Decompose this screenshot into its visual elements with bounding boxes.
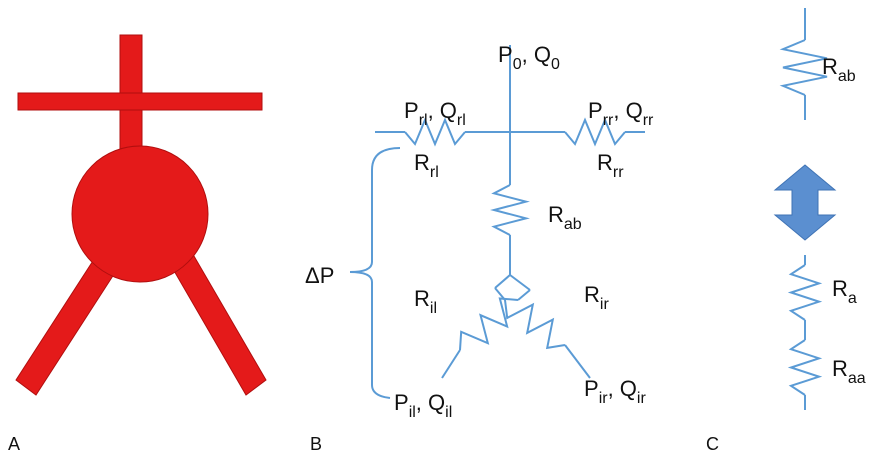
label: Pir, Qir (584, 376, 646, 407)
resistor (779, 39, 828, 96)
subscript: il (409, 404, 416, 421)
subscript: aa (848, 370, 866, 387)
label-text: R (548, 202, 564, 227)
panel-letter: C (706, 434, 719, 454)
subscript: a (848, 290, 857, 307)
label: Rir (584, 282, 609, 313)
label-text: P (588, 98, 603, 123)
resistor (404, 117, 466, 147)
label: P0, Q0 (498, 42, 560, 73)
label: Rrl (414, 150, 439, 181)
circuit-b (349, 8, 806, 410)
panel-letter: B (310, 434, 322, 454)
subscript: 0 (551, 56, 560, 73)
label: Rab (822, 54, 856, 85)
label-text: R (584, 282, 600, 307)
label: Ril (414, 286, 437, 317)
label: Rrr (597, 150, 624, 181)
resistor (459, 297, 519, 351)
label-text: , Q (613, 98, 642, 123)
subscript: rr (643, 112, 654, 129)
resistor (564, 117, 626, 147)
subscript: rr (603, 112, 614, 129)
subscript: ir (600, 296, 610, 313)
label: ΔP (305, 263, 334, 288)
subscript: rl (430, 164, 439, 181)
resistor (490, 184, 530, 236)
label: Raa (832, 356, 866, 387)
panel-letter: A (8, 434, 20, 454)
label-text: R (832, 356, 848, 381)
label-text: R (414, 286, 430, 311)
label-text: P (404, 98, 419, 123)
label-text: R (597, 150, 613, 175)
label-text: R (832, 276, 848, 301)
subscript: rr (613, 164, 624, 181)
label: Pil, Qil (394, 390, 452, 421)
label-text: , Q (416, 390, 445, 415)
subscript: 0 (513, 56, 522, 73)
double-arrow (773, 164, 837, 241)
label: Prl, Qrl (404, 98, 466, 129)
label-text: P (498, 42, 513, 67)
label: Ra (832, 276, 857, 307)
label: Prr, Qrr (588, 98, 654, 129)
label-text: R (822, 54, 838, 79)
resistor (787, 264, 823, 321)
subscript: ir (637, 390, 647, 407)
label-text: P (394, 390, 409, 415)
label: Rab (548, 202, 582, 233)
label-text: P (584, 376, 599, 401)
label-text: , Q (522, 42, 551, 67)
subscript: rl (457, 112, 466, 129)
subscript: rl (419, 112, 428, 129)
vessel-figure (15, 34, 267, 396)
subscript: ir (599, 390, 609, 407)
resistor (787, 339, 823, 396)
subscript: ab (564, 216, 582, 233)
label-text: ΔP (305, 263, 334, 288)
subscript: ab (838, 68, 856, 85)
resistor (504, 299, 566, 350)
subscript: il (430, 300, 437, 317)
label-text: R (414, 150, 430, 175)
label-text: , Q (428, 98, 457, 123)
label-text: , Q (608, 376, 637, 401)
resistors (404, 39, 828, 396)
subscript: il (445, 404, 452, 421)
